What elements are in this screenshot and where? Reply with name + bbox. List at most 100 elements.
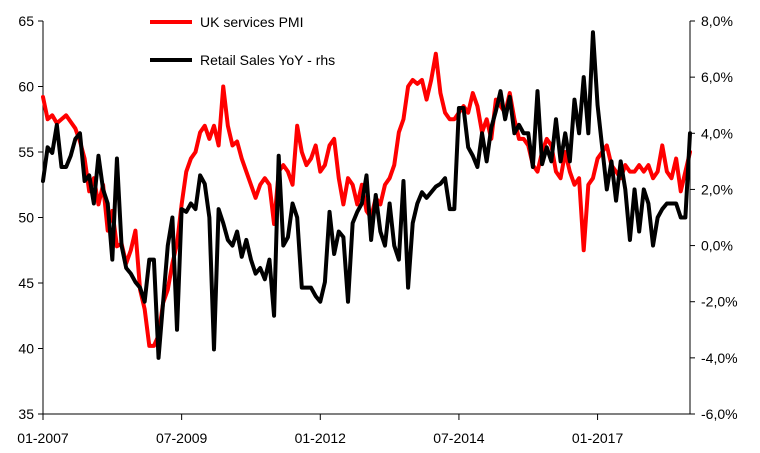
x-ticks: 01-2007 07-2009 01-2012 07-2014 01-2017 [17, 414, 623, 446]
data-point [374, 194, 377, 196]
data-point [365, 210, 368, 212]
x-tick-label: 01-2012 [295, 430, 347, 446]
data-point [143, 300, 146, 303]
data-point [569, 170, 571, 173]
data-point [518, 138, 520, 140]
data-point [180, 208, 183, 210]
data-point [333, 138, 335, 140]
series-1 [41, 30, 692, 360]
data-point [166, 288, 169, 291]
data-point [51, 114, 54, 117]
data-point [203, 183, 206, 185]
data-point [291, 202, 294, 205]
data-point [106, 202, 109, 205]
data-point [518, 124, 520, 126]
data-point [116, 157, 118, 160]
data-point [333, 253, 335, 255]
data-point [60, 166, 63, 168]
right-tick-label: 8,0% [701, 13, 733, 29]
data-point [495, 110, 497, 112]
data-point [93, 202, 95, 205]
data-point [425, 197, 428, 199]
data-point [393, 244, 396, 247]
data-point [222, 222, 225, 224]
data-point [148, 258, 151, 261]
data-point [670, 177, 673, 179]
data-point [97, 203, 100, 206]
data-point [647, 202, 650, 205]
data-point [130, 249, 132, 252]
data-point [301, 151, 303, 153]
data-point [153, 345, 155, 347]
data-point [411, 222, 414, 224]
data-point [120, 244, 123, 247]
data-point [596, 104, 599, 107]
data-point [545, 138, 548, 140]
data-point [190, 202, 192, 205]
data-point [116, 245, 118, 248]
data-point [638, 164, 640, 166]
data-point [453, 118, 456, 121]
data-point [388, 202, 391, 205]
data-point [199, 174, 201, 177]
data-point [448, 208, 451, 210]
data-point [185, 170, 188, 173]
data-point [444, 111, 446, 114]
left-tick-label: 60 [18, 79, 34, 95]
data-point [675, 202, 677, 205]
data-point [545, 146, 548, 149]
data-point [684, 216, 687, 219]
data-point [342, 236, 345, 238]
data-point [564, 151, 567, 153]
data-point [42, 96, 44, 98]
data-point [166, 244, 169, 247]
data-point [629, 239, 631, 241]
data-point [508, 92, 511, 94]
data-point [555, 170, 557, 173]
data-point [485, 118, 488, 121]
data-point [60, 118, 63, 121]
data-point [559, 160, 562, 163]
data-point [356, 211, 359, 213]
series-layer [41, 30, 692, 360]
data-point [578, 132, 580, 135]
data-point [656, 170, 659, 173]
data-point [190, 157, 192, 160]
data-point [351, 183, 354, 186]
data-point [328, 211, 331, 213]
data-point [458, 107, 460, 109]
data-point [601, 146, 603, 149]
data-point [573, 183, 576, 186]
data-point [661, 208, 664, 210]
data-point [642, 188, 645, 191]
data-point [467, 111, 469, 114]
data-point [476, 105, 479, 107]
data-point [624, 188, 627, 191]
data-point [254, 197, 257, 199]
data-point [398, 258, 400, 261]
data-point [194, 151, 197, 153]
data-point [679, 216, 682, 219]
data-point [587, 132, 590, 135]
data-point [592, 31, 594, 34]
data-point [619, 160, 622, 163]
data-point [213, 125, 215, 127]
data-point [74, 127, 77, 130]
data-point [508, 95, 511, 98]
plot-area: 65 60 55 50 45 40 35 8,0% 6,0% 4,0% 2,0% 0,0% -2,0%… [17, 13, 737, 446]
data-point [236, 230, 238, 233]
data-point [689, 132, 691, 135]
data-point [416, 202, 419, 205]
data-point [647, 164, 650, 166]
data-point [282, 164, 285, 166]
data-point [592, 177, 594, 179]
right-tick-label: 0,0% [701, 238, 733, 254]
legend-label-pmi: UK services PMI [200, 14, 303, 30]
data-point [347, 300, 349, 303]
data-point [666, 170, 668, 173]
right-tick-label: -4,0% [701, 350, 738, 366]
data-point [629, 170, 631, 173]
left-tick-label: 50 [18, 210, 34, 226]
data-point [490, 126, 493, 129]
